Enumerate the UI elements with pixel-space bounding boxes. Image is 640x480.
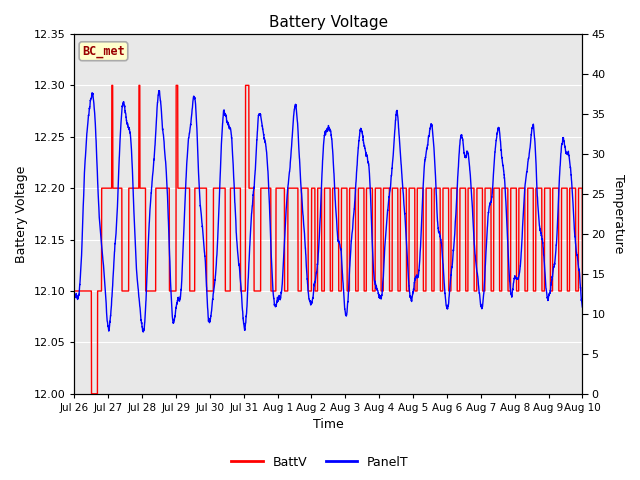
Title: Battery Voltage: Battery Voltage: [269, 15, 388, 30]
Text: BC_met: BC_met: [82, 45, 125, 58]
X-axis label: Time: Time: [313, 419, 344, 432]
Y-axis label: Battery Voltage: Battery Voltage: [15, 165, 28, 263]
Legend: BattV, PanelT: BattV, PanelT: [227, 451, 413, 474]
Y-axis label: Temperature: Temperature: [612, 174, 625, 253]
